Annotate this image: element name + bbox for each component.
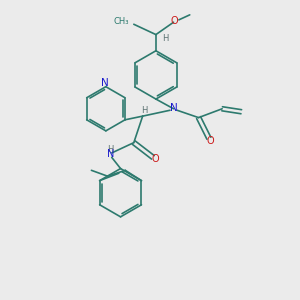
Text: N: N (101, 78, 109, 88)
Text: N: N (106, 149, 114, 159)
Text: H: H (162, 34, 169, 43)
Text: O: O (171, 16, 178, 26)
Text: O: O (152, 154, 159, 164)
Text: H: H (141, 106, 147, 115)
Text: N: N (170, 103, 178, 113)
Text: O: O (206, 136, 214, 146)
Text: H: H (107, 145, 113, 154)
Text: CH₃: CH₃ (113, 17, 128, 26)
